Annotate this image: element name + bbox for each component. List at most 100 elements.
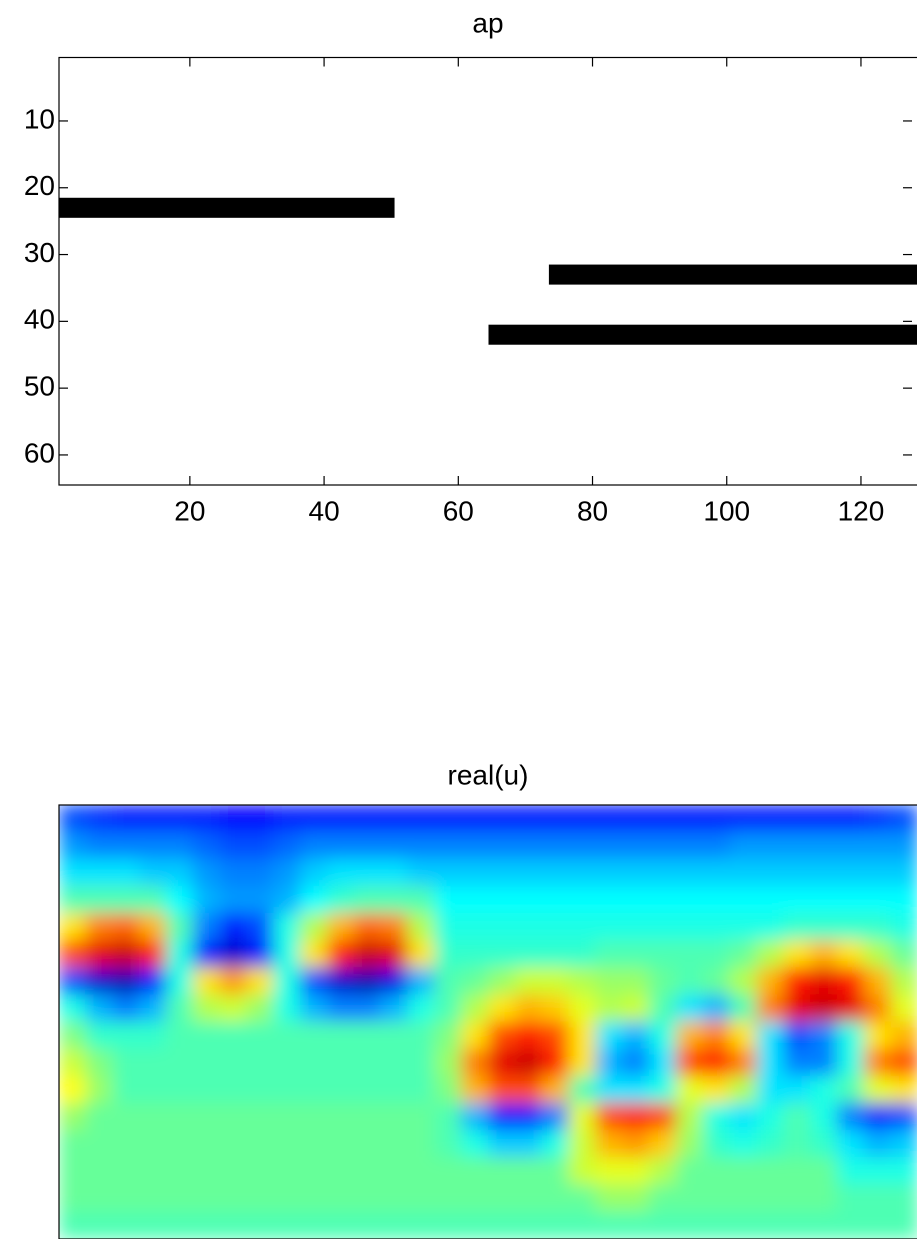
heat-cell	[139, 885, 167, 914]
heat-cell	[488, 885, 516, 914]
heat-cell	[568, 1157, 597, 1186]
heat-cell	[112, 1184, 141, 1213]
heat-cell	[622, 940, 651, 969]
heat-cell	[756, 967, 785, 996]
heat-cell	[756, 1184, 785, 1213]
heat-cell	[649, 858, 677, 887]
heat-cell	[112, 1211, 141, 1239]
heat-cell	[326, 940, 355, 969]
heat-cell	[541, 913, 570, 942]
heat-cell	[863, 1157, 892, 1186]
heat-cell	[380, 858, 409, 887]
heat-cell	[192, 805, 221, 833]
heat-cell	[407, 1102, 436, 1131]
heat-cell	[622, 805, 651, 833]
heat-cell	[488, 913, 516, 942]
heat-cell	[863, 967, 892, 996]
heat-cell	[165, 1184, 194, 1213]
heat-cell	[434, 1157, 463, 1186]
heat-cell	[461, 994, 489, 1023]
heat-cell	[514, 940, 543, 969]
heat-cell	[112, 940, 141, 969]
heat-cell	[622, 1021, 651, 1050]
heat-cell	[595, 831, 624, 860]
heat-cell	[810, 1157, 838, 1186]
heat-cell	[461, 1075, 489, 1104]
heat-cell	[246, 858, 275, 887]
heat-cell	[192, 967, 221, 996]
heat-cell	[353, 967, 382, 996]
heat-cell	[514, 1102, 543, 1131]
heat-cell	[59, 831, 87, 860]
heat-cell	[514, 913, 543, 942]
heat-cell	[568, 1130, 597, 1159]
heat-cell	[353, 1075, 382, 1104]
heat-cell	[863, 1102, 892, 1131]
heat-cell	[192, 940, 221, 969]
heat-cell	[246, 1184, 275, 1213]
heat-cell	[139, 940, 167, 969]
heat-cell	[541, 1102, 570, 1131]
heat-cell	[165, 1211, 194, 1239]
heat-cell	[783, 1075, 812, 1104]
heat-cell	[649, 1130, 677, 1159]
heat-cell	[756, 858, 785, 887]
heat-cell	[514, 831, 543, 860]
heat-cell	[273, 1157, 302, 1186]
heat-cell	[192, 858, 221, 887]
heat-cell	[729, 994, 758, 1023]
heat-cell	[890, 1048, 917, 1077]
heat-cell	[622, 1211, 651, 1239]
heat-cell	[649, 1102, 677, 1131]
heat-cell	[85, 1075, 114, 1104]
heat-cell	[622, 1157, 651, 1186]
heat-cell	[541, 1184, 570, 1213]
bar-segment	[548, 264, 917, 285]
heat-cell	[729, 940, 758, 969]
heat-cell	[139, 967, 167, 996]
heat-cell	[863, 805, 892, 833]
heat-cell	[541, 858, 570, 887]
heat-cell	[514, 1021, 543, 1050]
heat-cell	[273, 913, 302, 942]
heat-cell	[353, 1048, 382, 1077]
heat-cell	[300, 1102, 328, 1131]
heat-cell	[407, 885, 436, 914]
heat-cell	[246, 1048, 275, 1077]
heat-cell	[139, 1130, 167, 1159]
heat-cell	[649, 1157, 677, 1186]
heat-cell	[192, 1130, 221, 1159]
heat-cell	[649, 940, 677, 969]
heat-cell	[326, 1157, 355, 1186]
heat-cell	[863, 1048, 892, 1077]
heat-cell	[488, 940, 516, 969]
heat-cell	[675, 1157, 704, 1186]
y-tick-label: 60	[24, 437, 55, 468]
heat-cell	[810, 940, 838, 969]
heat-cell	[380, 805, 409, 833]
heat-cell	[353, 858, 382, 887]
heat-cell	[59, 1075, 87, 1104]
heat-cell	[756, 1102, 785, 1131]
heat-cell	[649, 1048, 677, 1077]
heat-cell	[219, 805, 248, 833]
heat-cell	[729, 858, 758, 887]
heat-cell	[568, 1211, 597, 1239]
heat-cell	[756, 831, 785, 860]
heat-cell	[139, 831, 167, 860]
heat-cell	[85, 1184, 114, 1213]
heat-cell	[461, 858, 489, 887]
heat-cell	[702, 831, 731, 860]
heat-cell	[890, 1211, 917, 1239]
heat-cell	[541, 1157, 570, 1186]
heat-cell	[514, 805, 543, 833]
heat-cell	[273, 1021, 302, 1050]
heat-cell	[192, 913, 221, 942]
heat-cell	[139, 805, 167, 833]
heat-cell	[541, 994, 570, 1023]
heat-cell	[59, 1211, 87, 1239]
heat-cell	[407, 1130, 436, 1159]
heat-cell	[326, 1048, 355, 1077]
heat-cell	[568, 940, 597, 969]
heat-cell	[165, 831, 194, 860]
